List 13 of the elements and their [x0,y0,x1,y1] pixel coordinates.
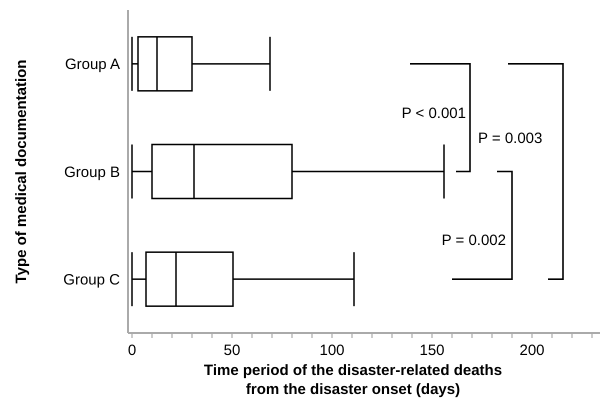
x-tick-label: 200 [519,342,545,359]
y-tick-label: Group A [64,56,120,74]
x-axis-title: Time period of the disaster-related deaths from the disaster onset (days) [204,362,502,398]
x-tick-label: 50 [224,342,240,359]
annotation: P < 0.001 [402,105,466,122]
y-tick-label: Group C [63,271,120,288]
annotation: P = 0.002 [442,232,506,249]
x-tick-label: 0 [128,342,136,359]
annotation: P = 0.003 [478,130,542,147]
x-tick-label: 100 [319,342,345,359]
y-tick-label: Group B [64,164,120,181]
y-axis-title: Type of medical documentation [13,60,30,284]
x-tick-label: 150 [419,342,445,359]
